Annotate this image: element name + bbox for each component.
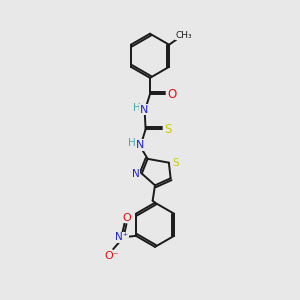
Text: N: N xyxy=(140,105,148,115)
Text: N⁺: N⁺ xyxy=(116,232,129,242)
Text: O: O xyxy=(167,88,176,100)
Text: S: S xyxy=(165,123,172,136)
Text: O⁻: O⁻ xyxy=(104,250,119,261)
Text: H: H xyxy=(128,138,136,148)
Text: N: N xyxy=(136,140,144,150)
Text: N: N xyxy=(132,169,140,178)
Text: H: H xyxy=(133,103,140,112)
Text: CH₃: CH₃ xyxy=(176,31,192,40)
Text: O: O xyxy=(122,213,131,223)
Text: S: S xyxy=(172,158,178,168)
